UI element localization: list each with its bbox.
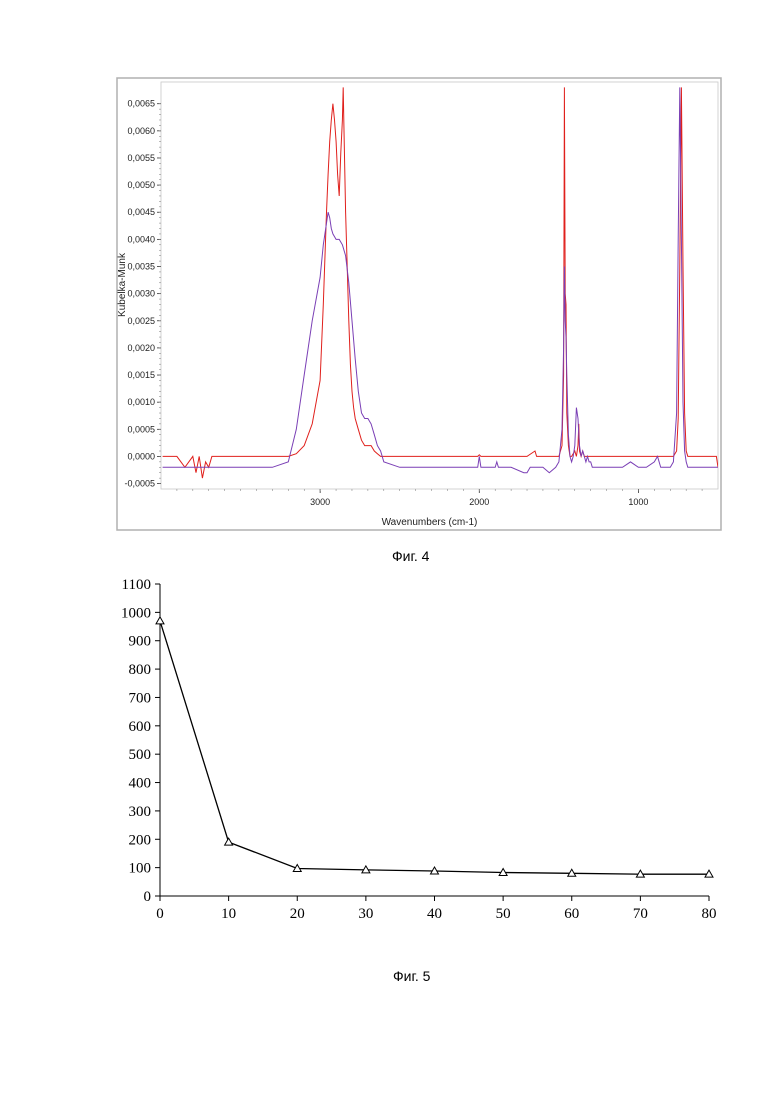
- x-tick-label: 3000: [310, 497, 330, 507]
- figure-5-caption: Фиг. 5: [393, 968, 430, 984]
- y-tick-label: 0,0050: [127, 180, 155, 190]
- y-tick-label: 1100: [122, 577, 151, 593]
- x-tick-label: 70: [633, 906, 648, 922]
- y-tick-label: 0,0040: [127, 234, 155, 244]
- data-point-marker: [431, 867, 439, 874]
- y-axis-title: Kubelka-Munk: [117, 252, 128, 317]
- x-tick-label: 2000: [469, 497, 489, 507]
- y-tick-label: 0,0035: [127, 262, 155, 272]
- y-tick-label: 400: [129, 776, 152, 792]
- y-tick-label: 0,0020: [127, 343, 155, 353]
- y-tick-label: 0,0045: [127, 207, 155, 217]
- y-tick-label: -0,0005: [124, 479, 155, 489]
- y-tick-label: 0,0025: [127, 316, 155, 326]
- x-tick-label: 80: [702, 906, 717, 922]
- y-tick-label: 100: [129, 861, 152, 877]
- data-point-marker: [568, 869, 576, 876]
- y-tick-label: 0,0060: [127, 126, 155, 136]
- y-tick-label: 0,0005: [127, 424, 155, 434]
- x-tick-label: 1000: [628, 497, 648, 507]
- y-tick-label: 1000: [121, 605, 151, 621]
- y-tick-label: 0,0065: [127, 99, 155, 109]
- data-point-marker: [362, 866, 370, 873]
- plot-area: [161, 82, 718, 489]
- y-tick-label: 0,0015: [127, 370, 155, 380]
- x-axis-title: Wavenumbers (cm-1): [382, 517, 478, 528]
- series-line-1: [160, 621, 709, 874]
- y-tick-label: 0,0000: [127, 451, 155, 461]
- x-tick-label: 40: [427, 906, 442, 922]
- y-tick-label: 300: [129, 804, 152, 820]
- y-tick-label: 700: [129, 690, 152, 706]
- y-tick-label: 0,0010: [127, 397, 155, 407]
- data-point-marker: [293, 864, 301, 871]
- x-tick-label: 30: [358, 906, 373, 922]
- y-tick-label: 900: [129, 634, 152, 650]
- data-point-marker: [499, 868, 507, 875]
- y-tick-label: 0,0055: [127, 153, 155, 163]
- data-point-marker: [636, 870, 644, 877]
- y-tick-label: 500: [129, 747, 152, 763]
- data-point-marker: [225, 838, 233, 845]
- ir-spectrum-chart: -0,0005 0,0000 0,0005 0,0010 0,0015 0,0020 0,0…: [0, 0, 780, 545]
- y-tick-label: 0: [144, 889, 152, 905]
- x-tick-label: 50: [496, 906, 511, 922]
- figure-4-caption: Фиг. 4: [392, 548, 429, 564]
- data-point-marker: [156, 617, 164, 624]
- data-point-marker: [705, 870, 713, 877]
- y-tick-label: 600: [129, 719, 152, 735]
- y-tick-label: 200: [129, 832, 152, 848]
- y-tick-label: 0,0030: [127, 289, 155, 299]
- y-tick-label: 800: [129, 662, 152, 678]
- x-tick-label: 10: [221, 906, 236, 922]
- x-tick-label: 0: [156, 906, 164, 922]
- x-tick-label: 60: [564, 906, 579, 922]
- x-tick-label: 20: [290, 906, 305, 922]
